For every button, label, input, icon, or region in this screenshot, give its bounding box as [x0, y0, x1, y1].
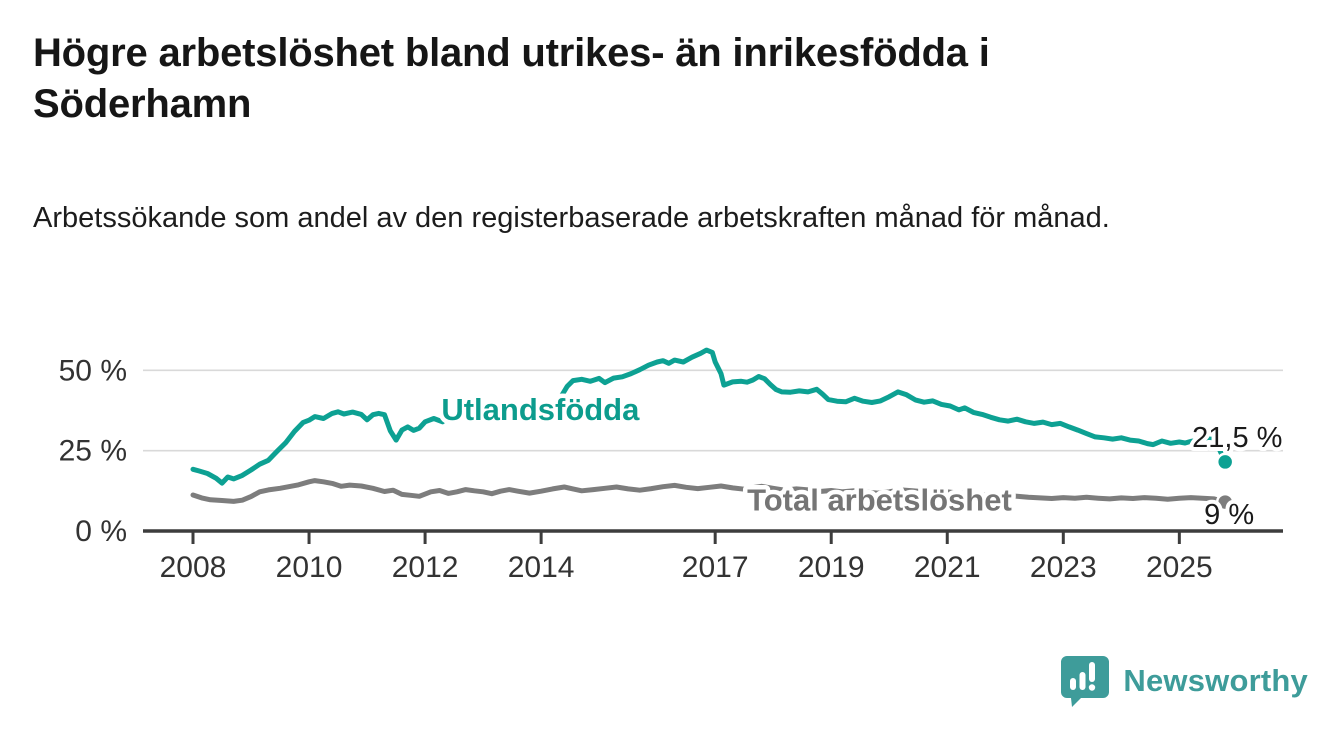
y-tick-label: 25 %: [59, 435, 127, 468]
line-utlandsfodda: [190, 347, 1228, 486]
end-value-label: 9 %: [1204, 499, 1254, 531]
newsworthy-logo: Newsworthy: [1059, 654, 1308, 708]
series-inline-labels: Utlandsfödda Total arbetslöshet: [437, 387, 1016, 522]
x-tick-label: 2014: [508, 551, 575, 584]
x-tick-label: 2008: [160, 551, 227, 584]
x-tick-label: 2023: [1030, 551, 1097, 584]
series-end-value-labels: 21,5 % 9 %: [1188, 418, 1286, 535]
end-value-label: 21,5 %: [1192, 422, 1282, 454]
y-axis-labels: 0 % 25 % 50 %: [59, 354, 127, 548]
series-lines: [190, 347, 1228, 505]
x-tick-label: 2010: [276, 551, 343, 584]
y-tick-label: 50 %: [59, 354, 127, 387]
x-axis: [143, 529, 1283, 544]
chart-subtitle: Arbetssökande som andel av den registerb…: [33, 202, 1110, 234]
x-tick-label: 2019: [798, 551, 865, 584]
x-tick-label: 2017: [682, 551, 749, 584]
brand-name: Newsworthy: [1123, 663, 1308, 698]
y-tick-label: 0 %: [75, 515, 127, 548]
series-label: Total arbetslöshet: [747, 483, 1012, 518]
line-total-arbetsloshet: [190, 478, 1228, 505]
end-dot-total-arbetsloshet: [1215, 492, 1235, 512]
x-tick-label: 2025: [1146, 551, 1213, 584]
series-end-dots: [1215, 452, 1235, 512]
x-axis-labels: 2008 2010 2012 2014 2017 2019 2021 2023 2025: [160, 551, 1213, 584]
gridlines: [143, 369, 1283, 452]
x-tick-label: 2012: [392, 551, 459, 584]
end-dot-utlandsfodda: [1215, 452, 1235, 472]
speech-bubble-bar-chart-icon: [1061, 656, 1110, 707]
page-title: Högre arbetslöshet bland utrikes- än inr…: [33, 31, 990, 127]
x-tick-label: 2021: [914, 551, 981, 584]
series-label: Utlandsfödda: [441, 392, 640, 427]
